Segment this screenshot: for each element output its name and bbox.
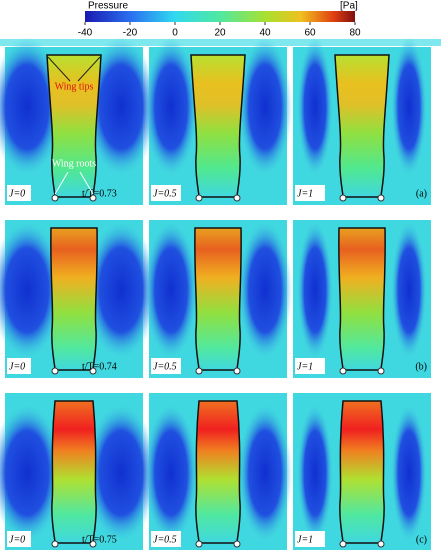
label-box: [295, 531, 325, 547]
arrow: [54, 171, 69, 195]
wing-root: [51, 194, 59, 202]
label-box: [151, 358, 181, 374]
colorbar-unit: [Pa]: [340, 1, 358, 12]
wing-root: [339, 540, 347, 548]
wing-root: [233, 367, 241, 375]
low-pressure: [0, 37, 63, 177]
label-box: [295, 358, 325, 374]
low-pressure: [144, 37, 198, 177]
tick-label: 20: [214, 28, 226, 39]
low-pressure: [391, 403, 427, 543]
advance-ratio: J=0: [9, 534, 25, 545]
low-pressure: [0, 403, 63, 543]
advance-ratio: J=1: [297, 361, 313, 372]
wing-pressure: [338, 227, 386, 371]
low-pressure: [391, 37, 427, 177]
arrow: [47, 56, 71, 82]
low-pressure: [0, 220, 63, 360]
wing-root: [89, 367, 97, 375]
tick-label: 0: [172, 28, 178, 39]
colorbar-label: Pressure: [88, 1, 128, 12]
wing-root: [195, 367, 203, 375]
annotation: Wing tips: [55, 81, 94, 92]
arrow: [77, 56, 101, 82]
wing-root: [339, 194, 347, 202]
wing-pressure: [334, 54, 390, 198]
time-label: t/T=0.73: [82, 188, 117, 199]
wing-root: [233, 540, 241, 548]
wing-root: [377, 367, 385, 375]
low-pressure: [297, 37, 333, 177]
label-box: [151, 531, 181, 547]
tick-label: -20: [123, 28, 138, 39]
label-box: [7, 185, 31, 201]
panel-tag: (b): [415, 361, 427, 372]
wing-root: [377, 540, 385, 548]
advance-ratio: J=0.5: [153, 361, 177, 372]
panel-tag: (c): [416, 534, 427, 545]
wing-pressure: [194, 227, 242, 371]
label-box: [151, 185, 181, 201]
low-pressure: [297, 220, 333, 360]
time-label: t/T=0.74: [82, 361, 117, 372]
wing-root: [51, 540, 59, 548]
low-pressure: [144, 403, 198, 543]
wing-pressure: [339, 400, 385, 544]
wing-pressure: [195, 400, 241, 544]
wing-pressure: [51, 400, 97, 544]
wing-root: [377, 194, 385, 202]
wing-root: [89, 194, 97, 202]
label-box: [295, 185, 325, 201]
wing-root: [233, 194, 241, 202]
low-pressure: [391, 220, 427, 360]
tick-label: 40: [259, 28, 271, 39]
panel-tag: (a): [416, 188, 427, 199]
annotation: Wing roots: [52, 158, 96, 169]
wing-root: [89, 540, 97, 548]
wing-root: [195, 540, 203, 548]
arrow: [79, 171, 94, 195]
low-pressure: [297, 403, 333, 543]
advance-ratio: J=0.5: [153, 534, 177, 545]
wing-pressure: [46, 54, 102, 198]
low-pressure: [238, 37, 292, 177]
wing-root: [51, 367, 59, 375]
low-pressure: [238, 220, 292, 360]
wing-root: [195, 194, 203, 202]
low-pressure: [85, 37, 157, 177]
label-box: [7, 531, 31, 547]
low-pressure: [144, 220, 198, 360]
advance-ratio: J=0.5: [153, 188, 177, 199]
low-pressure: [85, 403, 157, 543]
wing-pressure: [50, 227, 98, 371]
low-pressure: [85, 220, 157, 360]
low-pressure: [238, 403, 292, 543]
advance-ratio: J=0: [9, 361, 25, 372]
wing-pressure: [190, 54, 246, 198]
time-label: t/T=0.75: [82, 534, 117, 545]
wing-root: [339, 367, 347, 375]
tick-label: 80: [349, 28, 361, 39]
colorbar: [85, 11, 355, 22]
advance-ratio: J=1: [297, 534, 313, 545]
advance-ratio: J=0: [9, 188, 25, 199]
tick-label: -40: [78, 28, 93, 39]
advance-ratio: J=1: [297, 188, 313, 199]
tick-label: 60: [304, 28, 316, 39]
label-box: [7, 358, 31, 374]
band: [0, 39, 441, 46]
